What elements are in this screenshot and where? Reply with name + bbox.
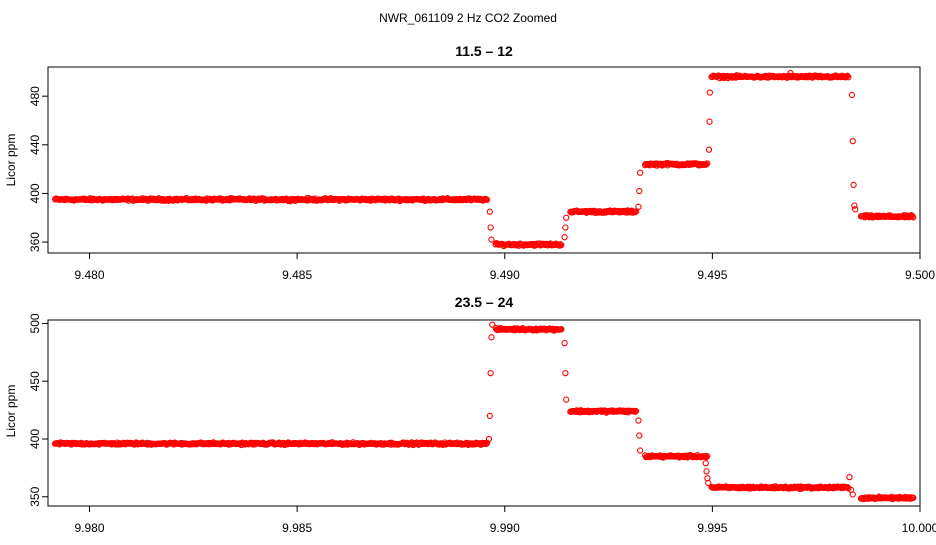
data-point: [845, 74, 852, 81]
data-point: [635, 203, 642, 210]
data-point: [562, 224, 569, 231]
x-tick-label: 9.495: [697, 268, 727, 282]
data-point: [276, 439, 283, 446]
data-point: [632, 208, 640, 215]
data-point: [557, 241, 564, 248]
y-axis: 350 400 450 500: [28, 313, 48, 507]
data-point: [489, 321, 496, 328]
data-point: [705, 479, 712, 487]
data-point: [483, 440, 490, 448]
y-tick-label: 400: [28, 183, 42, 203]
data-point: [558, 326, 565, 333]
data-point: [636, 187, 643, 195]
x-tick-label: 10.000: [902, 521, 936, 535]
data-point: [705, 146, 713, 153]
data-points: [51, 69, 917, 250]
x-axis: 9.480 9.485 9.490 9.495 9.500: [75, 253, 935, 282]
data-point: [132, 439, 140, 446]
x-tick-label: 9.980: [75, 521, 105, 535]
x-tick-label: 9.480: [75, 268, 105, 282]
data-point: [702, 460, 709, 467]
x-axis: 9.980 9.985 9.990 9.995 10.000: [75, 506, 936, 535]
data-point: [487, 224, 494, 231]
y-tick-label: 440: [28, 134, 42, 154]
data-point: [636, 432, 643, 439]
data-point: [706, 118, 713, 125]
data-point: [636, 169, 644, 176]
y-axis-label: Licor ppm: [4, 134, 18, 187]
y-tick-label: 400: [28, 429, 42, 449]
data-point: [849, 491, 856, 498]
data-point: [910, 214, 917, 221]
x-tick-label: 9.490: [490, 268, 520, 282]
data-point: [635, 417, 642, 424]
data-point: [703, 468, 710, 475]
x-tick-label: 9.485: [282, 268, 312, 282]
data-point: [488, 236, 495, 243]
data-point: [483, 195, 490, 203]
data-point: [849, 138, 856, 145]
data-point: [558, 241, 565, 249]
chart-panel-bottom: 23.5 – 24 Licor ppm 9.980 9.985 9.990 9.995…: [4, 294, 936, 535]
data-point: [563, 396, 570, 403]
data-point: [704, 453, 711, 460]
data-point: [632, 407, 640, 415]
data-point: [636, 447, 644, 454]
data-point: [846, 473, 853, 481]
data-point: [851, 202, 858, 209]
data-point: [703, 453, 710, 461]
data-point: [909, 213, 916, 220]
data-point: [486, 412, 493, 420]
plot-frame: [47, 319, 921, 507]
y-tick-label: 450: [28, 371, 42, 391]
data-point: [787, 69, 794, 77]
y-tick-label: 480: [28, 86, 42, 106]
figure-title: NWR_061109 2 Hz CO2 Zoomed: [379, 11, 557, 25]
data-point: [852, 206, 859, 213]
data-point: [488, 334, 495, 341]
data-point: [706, 89, 714, 96]
y-tick-label: 350: [28, 486, 42, 506]
plot-frame: [47, 66, 921, 254]
x-tick-label: 9.995: [697, 521, 727, 535]
data-point: [910, 494, 917, 501]
data-point: [687, 452, 695, 459]
data-point: [562, 369, 569, 377]
data-point: [563, 214, 570, 221]
y-tick-label: 360: [28, 232, 42, 252]
data-points: [51, 321, 917, 503]
x-tick-label: 9.990: [490, 521, 520, 535]
data-point: [561, 234, 568, 241]
x-tick-label: 9.500: [905, 268, 935, 282]
x-tick-label: 9.985: [282, 521, 312, 535]
chart-title: 11.5 – 12: [455, 43, 513, 59]
y-tick-label: 500: [28, 313, 42, 333]
data-point: [704, 160, 711, 167]
y-axis: 360 400 440 480: [28, 86, 48, 252]
chart-panel-top: 11.5 – 12 Licor ppm 9.480 9.485 9.490 9.495…: [4, 43, 935, 282]
chart-title: 23.5 – 24: [455, 294, 514, 310]
y-axis-label: Licor ppm: [4, 385, 18, 438]
data-point: [487, 369, 494, 377]
data-point: [483, 196, 491, 203]
data-point: [848, 91, 856, 99]
data-point: [486, 208, 493, 215]
data-point: [850, 181, 857, 189]
data-point: [561, 339, 568, 347]
data-point: [703, 161, 710, 168]
data-point: [485, 435, 493, 443]
